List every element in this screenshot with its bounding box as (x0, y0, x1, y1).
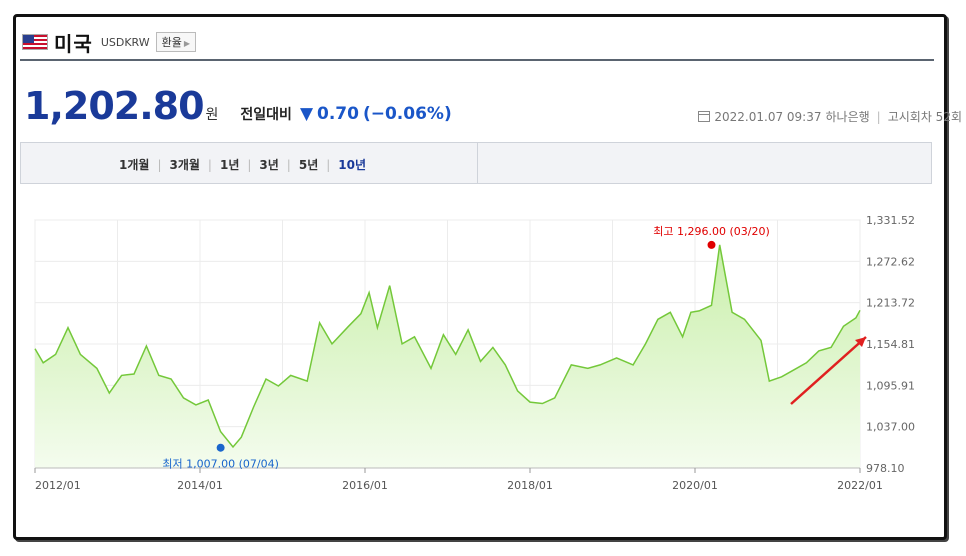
price-row: 1,202.80 원 전일대비 ▼ 0.70 (−0.06%) (24, 84, 452, 128)
triangle-down-icon: ▼ (299, 104, 314, 124)
trend-arrow-head (855, 337, 866, 347)
x-tick-label: 2018/01 (507, 479, 553, 492)
tab-3-years[interactable]: 3년 (259, 158, 279, 172)
y-tick-label: 1,037.00 (866, 421, 915, 434)
currency-header: 미국 USDKRW 환율 ▶ (22, 22, 197, 62)
series-area (35, 244, 860, 468)
chevron-right-icon: ▶ (183, 39, 191, 48)
tab-3-months[interactable]: 3개월 (169, 158, 200, 172)
us-flag-icon (22, 34, 48, 50)
price-unit: 원 (205, 107, 219, 123)
meta-separator: | (876, 109, 881, 124)
quote-date: 2022.01.07 09:37 (714, 109, 822, 124)
tab-1-month[interactable]: 1개월 (119, 158, 150, 172)
period-tabs-bar: 1개월 | 3개월 | 1년 | 3년 | 5년 | 10년 (20, 142, 932, 184)
trend-arrow (790, 336, 867, 405)
currency-code: USDKRW (100, 35, 150, 49)
tab-10-years[interactable]: 10년 (338, 158, 367, 172)
exchange-rate-chart: 1,331.52 1,272.62 1,213.72 1,154.81 1,095.91… (34, 214, 915, 492)
max-annotation: 최고 1,296.00 (03/20) (653, 225, 770, 238)
header-divider (20, 59, 934, 61)
fx-button[interactable]: 환율 ▶ (155, 32, 197, 52)
calendar-icon (698, 111, 711, 122)
tab-1-year[interactable]: 1년 (219, 158, 240, 172)
tabs-divider (477, 143, 478, 183)
quote-meta: 2022.01.07 09:37 하나은행 | 고시회차 52회 (698, 108, 962, 125)
x-tick-label: 2020/01 (672, 479, 718, 492)
y-tick-label: 1,213.72 (866, 297, 915, 310)
current-price: 1,202.80 (24, 84, 205, 128)
quote-bank: 하나은행 (825, 110, 870, 124)
y-tick-label: 1,331.52 (866, 214, 915, 227)
change-value: 0.70 (317, 104, 359, 124)
y-tick-label: 1,154.81 (866, 338, 915, 351)
period-tabs: 1개월 | 3개월 | 1년 | 3년 | 5년 | 10년 (111, 156, 374, 173)
min-point (216, 443, 225, 452)
x-tick-label: 2012/01 (35, 479, 81, 492)
change-percent: (−0.06%) (362, 104, 452, 124)
max-point (707, 240, 716, 249)
tab-5-years[interactable]: 5년 (298, 158, 319, 172)
x-tick-label: 2014/01 (177, 479, 223, 492)
fx-button-label: 환율 (161, 36, 182, 49)
quote-notice: 고시회차 52회 (887, 110, 962, 124)
y-tick-label: 978.10 (866, 462, 905, 475)
series-line (34, 244, 861, 449)
compare-label: 전일대비 (240, 107, 292, 123)
x-tick-label: 2016/01 (342, 479, 388, 492)
y-tick-label: 1,272.62 (866, 255, 915, 268)
x-tick-label: 2022/01 (837, 479, 883, 492)
country-name: 미국 (54, 31, 93, 56)
min-annotation: 최저 1,007.00 (07/04) (162, 458, 279, 471)
y-tick-label: 1,095.91 (866, 379, 915, 392)
